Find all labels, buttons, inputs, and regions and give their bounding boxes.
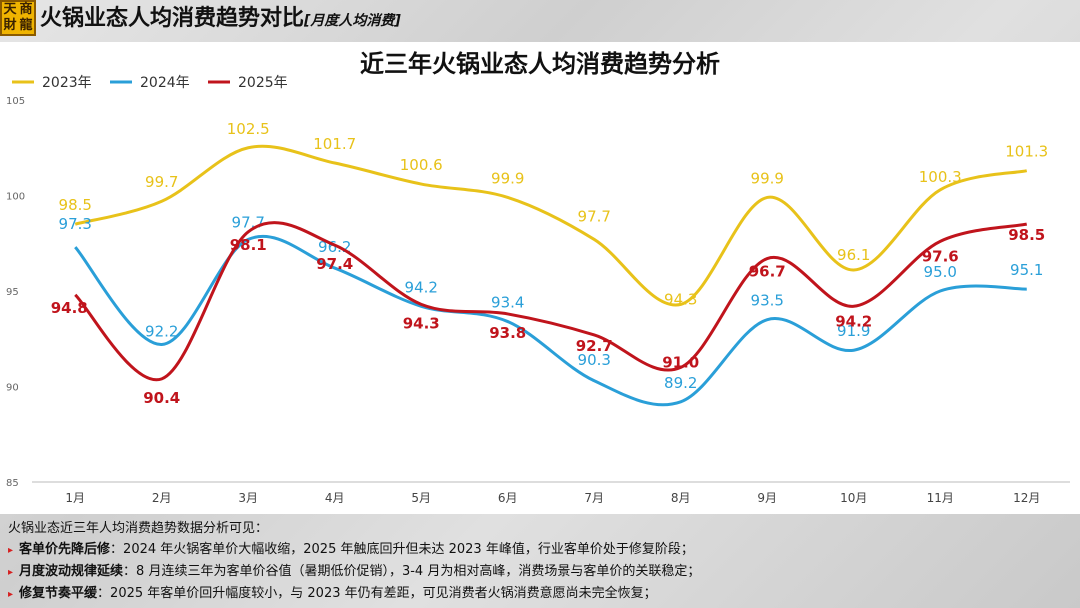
data-label: 92.7	[576, 337, 613, 355]
bullet-icon: ▸	[8, 589, 14, 600]
data-label: 100.3	[919, 168, 962, 186]
data-label: 94.3	[664, 290, 697, 308]
data-label: 94.2	[405, 278, 438, 296]
x-tick-label: 10月	[840, 491, 867, 505]
note-title: 修复节奏平缓	[19, 586, 98, 601]
note-item: ▸ 月度波动规律延续：8 月连续三年为客单价谷值（暑期低价促销），3-4 月为相对…	[8, 561, 1072, 583]
x-tick-label: 12月	[1013, 491, 1040, 505]
data-label: 93.4	[491, 294, 524, 312]
x-tick-label: 5月	[411, 491, 431, 505]
data-label: 90.3	[578, 351, 611, 369]
logo-char: 財	[3, 18, 17, 33]
data-label: 89.2	[664, 374, 697, 392]
note-text: ：2025 年客单价回升幅度较小，与 2023 年仍有差距，可见消费者火锅消费意…	[97, 586, 657, 601]
x-tick-label: 4月	[325, 491, 345, 505]
chart-panel: 近三年火锅业态人均消费趋势分析 2023年 2024年 2025年 85 90 95 100 1…	[0, 42, 1080, 514]
chart-title: 近三年火锅业态人均消费趋势分析	[360, 50, 720, 78]
logo-char: 天	[3, 2, 17, 17]
y-tick-label: 105	[6, 96, 25, 107]
bullet-icon: ▸	[8, 567, 14, 578]
data-label: 97.7	[232, 213, 265, 231]
series-line	[74, 234, 1027, 407]
page-title: 火锅业态人均消费趋势对比[月度人均消费]	[40, 4, 401, 34]
data-label: 98.5	[1008, 226, 1045, 244]
data-label: 93.5	[751, 292, 784, 310]
y-tick-label: 100	[6, 192, 25, 203]
data-label: 95.0	[924, 263, 957, 281]
data-label: 94.3	[403, 314, 440, 332]
x-tick-label: 11月	[927, 491, 954, 505]
page-subtitle: [月度人均消费]	[304, 13, 401, 29]
data-label: 101.3	[1005, 143, 1048, 161]
note-text: ：8 月连续三年为客单价谷值（暑期低价促销），3-4 月为相对高峰，消费场景与客…	[123, 564, 701, 579]
note-item: ▸ 修复节奏平缓：2025 年客单价回升幅度较小，与 2023 年仍有差距，可见消…	[8, 583, 1072, 605]
logo-char: 商	[19, 2, 33, 17]
data-label: 94.8	[51, 299, 88, 317]
data-label: 99.9	[491, 169, 524, 187]
x-tick-label: 2月	[152, 491, 172, 505]
data-label: 97.7	[578, 207, 611, 225]
x-tick-label: 7月	[584, 491, 604, 505]
data-label: 92.2	[145, 322, 178, 340]
note-title: 客单价先降后修	[19, 542, 111, 557]
data-label: 102.5	[227, 120, 270, 138]
data-label: 101.7	[313, 135, 356, 153]
legend-label: 2023年	[42, 75, 92, 91]
data-label: 97.6	[922, 247, 959, 265]
x-tick-label: 1月	[65, 491, 85, 505]
brand-logo: 天 商 財 龍	[0, 0, 36, 36]
data-label: 97.4	[316, 255, 353, 273]
data-label: 91.0	[662, 353, 699, 371]
series-line	[74, 221, 1028, 382]
x-tick-label: 8月	[671, 491, 691, 505]
data-label: 97.3	[59, 215, 92, 233]
note-item: ▸ 客单价先降后修：2024 年火锅客单价大幅收缩，2025 年触底回升但未达 2…	[8, 539, 1072, 561]
data-label: 96.7	[749, 263, 786, 281]
y-tick-label: 90	[6, 383, 19, 394]
line-chart: 近三年火锅业态人均消费趋势分析 2023年 2024年 2025年 85 90 95 100 1…	[6, 50, 1070, 505]
notes-intro: 火锅业态近三年人均消费趋势数据分析可见：	[8, 521, 269, 536]
data-label: 96.1	[837, 246, 870, 264]
data-label: 98.1	[230, 236, 267, 254]
x-tick-label: 3月	[238, 491, 258, 505]
data-label: 91.9	[837, 322, 870, 340]
data-label: 100.6	[400, 156, 443, 174]
y-tick-label: 95	[6, 287, 19, 298]
note-text: ：2024 年火锅客单价大幅收缩，2025 年触底回升但未达 2023 年峰值，…	[110, 542, 694, 557]
data-label: 95.1	[1010, 261, 1043, 279]
bullet-icon: ▸	[8, 545, 14, 556]
y-tick-label: 85	[6, 478, 19, 489]
legend-label: 2025年	[238, 75, 288, 91]
data-label: 98.5	[59, 196, 92, 214]
data-label: 90.4	[143, 389, 180, 407]
data-label: 99.9	[751, 169, 784, 187]
logo-char: 龍	[19, 18, 33, 33]
data-label: 93.8	[489, 324, 526, 342]
x-tick-label: 6月	[498, 491, 518, 505]
x-tick-label: 9月	[757, 491, 777, 505]
page-title-text: 火锅业态人均消费趋势对比	[40, 6, 305, 31]
legend-label: 2024年	[140, 75, 190, 91]
data-label: 94.2	[835, 312, 872, 330]
series-line	[74, 144, 1028, 307]
analysis-notes: 火锅业态近三年人均消费趋势数据分析可见： ▸ 客单价先降后修：2024 年火锅客单…	[8, 518, 1072, 605]
data-label: 99.7	[145, 173, 178, 191]
note-title: 月度波动规律延续	[19, 564, 124, 579]
